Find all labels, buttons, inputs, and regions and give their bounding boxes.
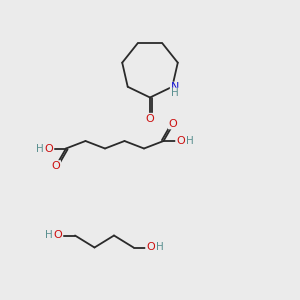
Text: O: O [54,230,63,241]
Text: O: O [169,119,177,129]
Text: H: H [45,230,52,241]
Text: O: O [146,113,154,124]
Text: O: O [176,136,185,146]
Text: H: H [171,88,178,98]
Text: H: H [36,143,43,154]
Text: H: H [156,242,164,253]
Text: N: N [170,82,179,92]
Text: O: O [52,161,60,171]
Text: O: O [146,242,155,253]
Text: H: H [186,136,194,146]
Text: O: O [45,143,54,154]
